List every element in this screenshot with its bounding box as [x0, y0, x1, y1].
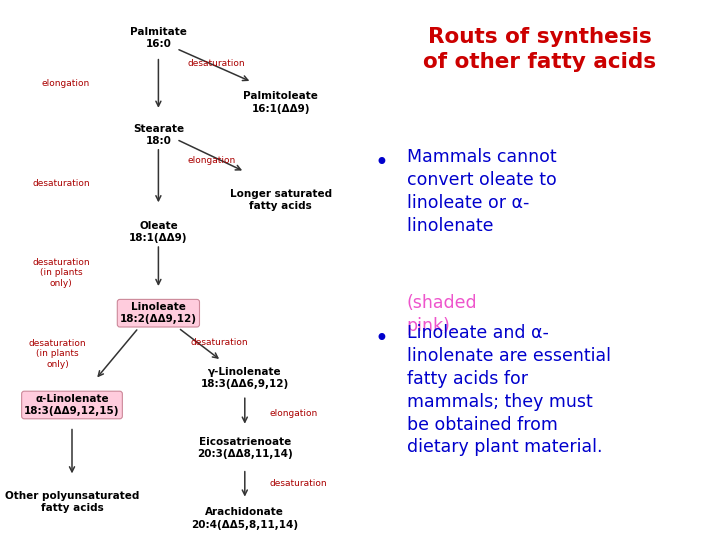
Text: Oleate
18:1(ΔΔ9): Oleate 18:1(ΔΔ9) [129, 221, 188, 244]
Text: γ-Linolenate
18:3(ΔΔ6,9,12): γ-Linolenate 18:3(ΔΔ6,9,12) [201, 367, 289, 389]
Text: desaturation: desaturation [191, 339, 248, 347]
Text: Palmitoleate
16:1(ΔΔ9): Palmitoleate 16:1(ΔΔ9) [243, 91, 318, 114]
Text: Longer saturated
fatty acids: Longer saturated fatty acids [230, 188, 332, 211]
Text: desaturation: desaturation [270, 479, 328, 488]
Text: Palmitate
16:0: Palmitate 16:0 [130, 26, 186, 49]
Text: desaturation
(in plants
only): desaturation (in plants only) [29, 339, 86, 369]
Text: Routs of synthesis
of other fatty acids: Routs of synthesis of other fatty acids [423, 27, 657, 72]
Text: •: • [374, 327, 388, 350]
Text: elongation: elongation [187, 156, 235, 165]
Text: Linoleate and α-
linolenate are essential
fatty acids for
mammals; they must
be : Linoleate and α- linolenate are essentia… [407, 324, 611, 456]
Text: elongation: elongation [42, 79, 90, 88]
Text: desaturation
(in plants
only): desaturation (in plants only) [32, 258, 90, 288]
Text: elongation: elongation [270, 409, 318, 417]
Text: Arachidonate
20:4(ΔΔ5,8,11,14): Arachidonate 20:4(ΔΔ5,8,11,14) [192, 507, 298, 530]
Text: Stearate
18:0: Stearate 18:0 [132, 124, 184, 146]
Text: (shaded
pink).: (shaded pink). [407, 294, 477, 335]
Text: desaturation: desaturation [187, 58, 245, 68]
Text: Eicosatrienoate
20:3(ΔΔ8,11,14): Eicosatrienoate 20:3(ΔΔ8,11,14) [197, 437, 292, 460]
Text: α-Linolenate
18:3(ΔΔ9,12,15): α-Linolenate 18:3(ΔΔ9,12,15) [24, 394, 120, 416]
Text: Other polyunsaturated
fatty acids: Other polyunsaturated fatty acids [5, 491, 139, 514]
Text: desaturation: desaturation [32, 179, 90, 188]
Text: Mammals cannot
convert oleate to
linoleate or α-
linolenate: Mammals cannot convert oleate to linolea… [407, 148, 557, 235]
Text: •: • [374, 151, 388, 175]
Text: Linoleate
18:2(ΔΔ9,12): Linoleate 18:2(ΔΔ9,12) [120, 302, 197, 325]
